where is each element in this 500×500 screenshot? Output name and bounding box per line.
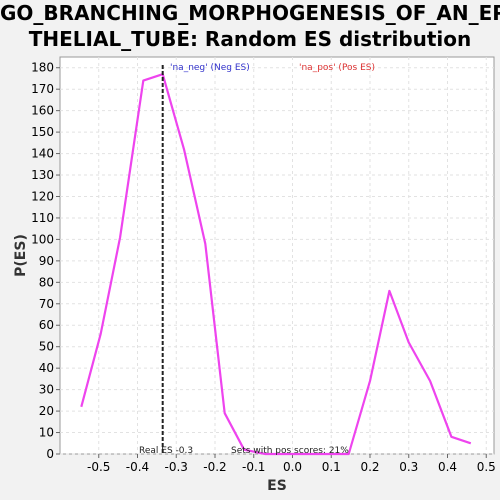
y-tick-label: 90 [39,254,54,268]
y-tick-label: 0 [46,447,54,461]
y-tick-label: 140 [31,147,54,161]
chart-title-line-1: GO_BRANCHING_MORPHOGENESIS_OF_AN_EPI [0,1,500,25]
y-tick-label: 120 [31,189,54,203]
series-layer [80,73,472,456]
x-tick-label: 0.5 [477,460,496,474]
x-tick-label: 0.2 [360,460,379,474]
x-tick-label: -0.4 [126,460,149,474]
x-tick-label: 0.1 [322,460,341,474]
y-tick-label: 40 [39,361,54,375]
y-tick-label: 20 [39,404,54,418]
x-tick-label: 0.4 [438,460,457,474]
x-tick-label: -0.1 [242,460,265,474]
x-tick-label: -0.2 [203,460,226,474]
x-tick-label: -0.3 [165,460,188,474]
series-line [80,73,472,456]
y-tick-label: 160 [31,104,54,118]
legend-entry-neg: 'na_neg' (Neg ES) [170,63,250,73]
y-tick-label: 80 [39,275,54,289]
real-es-label: Real ES -0.3 [139,446,193,456]
y-tick-label: 70 [39,297,54,311]
y-tick-label: 60 [39,318,54,332]
x-axis-label: ES [267,478,287,494]
chart-title-line-2: THELIAL_TUBE: Random ES distribution [28,27,472,51]
x-tick-label: 0.3 [399,460,418,474]
y-tick-label: 10 [39,426,54,440]
x-tick-label: 0.0 [283,460,302,474]
legend-entry-pos: 'na_pos' (Pos ES) [299,63,375,73]
y-tick-label: 150 [31,125,54,139]
grid-layer [60,57,494,455]
pos-scores-label: Sets with pos scores: 21% [231,446,349,456]
y-axis-label: P(ES) [13,234,29,277]
y-tick-label: 180 [31,61,54,75]
tick-layer: 0 10 20 30 40 50 60 70 80 90 100 110 120 130 140 150 160… [31,61,496,474]
y-tick-label: 50 [39,340,54,354]
y-tick-label: 30 [39,383,54,397]
plot-area [59,56,495,455]
y-tick-label: 100 [31,232,54,246]
y-tick-label: 110 [31,211,54,225]
y-tick-label: 130 [31,168,54,182]
y-tick-label: 170 [31,82,54,96]
x-tick-label: -0.5 [87,460,110,474]
